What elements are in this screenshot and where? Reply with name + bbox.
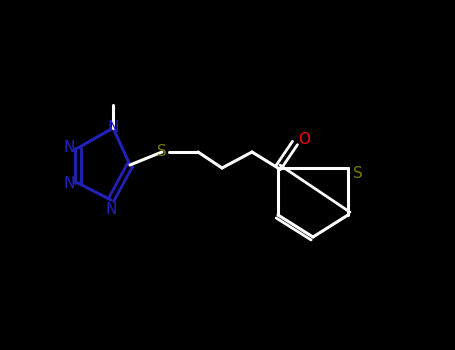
Text: N: N bbox=[105, 202, 116, 217]
Text: N: N bbox=[107, 120, 119, 135]
Text: N: N bbox=[63, 175, 75, 190]
Text: S: S bbox=[157, 145, 167, 160]
Text: O: O bbox=[298, 133, 310, 147]
Text: S: S bbox=[353, 166, 363, 181]
Text: N: N bbox=[63, 140, 75, 155]
